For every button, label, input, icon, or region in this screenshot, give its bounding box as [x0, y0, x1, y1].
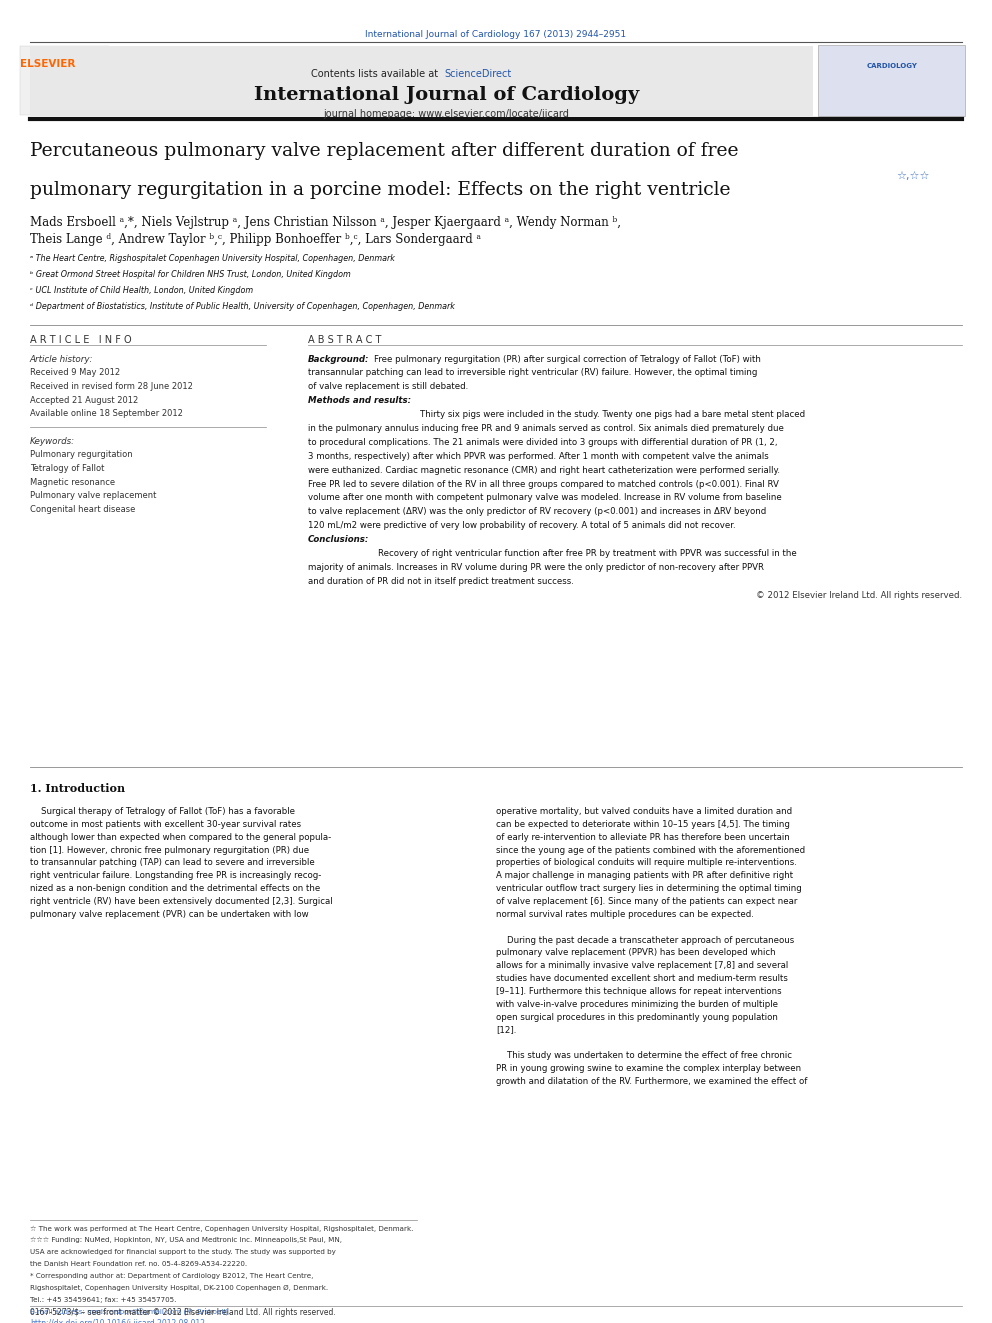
Text: transannular patching can lead to irreversible right ventricular (RV) failure. H: transannular patching can lead to irreve…: [308, 368, 757, 377]
Text: International Journal of Cardiology: International Journal of Cardiology: [254, 86, 639, 105]
Text: ☆☆☆ Funding: NuMed, Hopkinton, NY, USA and Medtronic Inc. Minneapolis,St Paul, M: ☆☆☆ Funding: NuMed, Hopkinton, NY, USA a…: [30, 1237, 342, 1244]
Text: Conclusions:: Conclusions:: [308, 534, 369, 544]
Text: E-mail address: mads.ersboell@gmail.com (M. Ersboell).: E-mail address: mads.ersboell@gmail.com …: [30, 1308, 230, 1315]
Text: * Corresponding author at: Department of Cardiology B2012, The Heart Centre,: * Corresponding author at: Department of…: [30, 1273, 313, 1279]
Text: volume after one month with competent pulmonary valve was modeled. Increase in R: volume after one month with competent pu…: [308, 493, 782, 503]
Text: to valve replacement (ΔRV) was the only predictor of RV recovery (p<0.001) and i: to valve replacement (ΔRV) was the only …: [308, 507, 766, 516]
Text: Background:: Background:: [308, 355, 369, 364]
Text: ScienceDirect: ScienceDirect: [444, 69, 512, 79]
Text: Congenital heart disease: Congenital heart disease: [30, 505, 135, 515]
Text: http://dx.doi.org/10.1016/j.ijcard.2012.08.012: http://dx.doi.org/10.1016/j.ijcard.2012.…: [30, 1319, 204, 1323]
Text: pulmonary regurgitation in a porcine model: Effects on the right ventricle: pulmonary regurgitation in a porcine mod…: [30, 181, 730, 200]
Text: and duration of PR did not in itself predict treatment success.: and duration of PR did not in itself pre…: [308, 577, 573, 586]
Text: Thirty six pigs were included in the study. Twenty one pigs had a bare metal ste: Thirty six pigs were included in the stu…: [420, 410, 805, 419]
Text: the Danish Heart Foundation ref. no. 05-4-8269-A534-22220.: the Danish Heart Foundation ref. no. 05-…: [30, 1261, 247, 1267]
Text: © 2012 Elsevier Ireland Ltd. All rights reserved.: © 2012 Elsevier Ireland Ltd. All rights …: [756, 590, 962, 599]
Text: Pulmonary valve replacement: Pulmonary valve replacement: [30, 491, 156, 500]
Text: Tel.: +45 35459641; fax: +45 35457705.: Tel.: +45 35459641; fax: +45 35457705.: [30, 1297, 177, 1303]
Text: Rigshospitalet, Copenhagen University Hospital, DK-2100 Copenhagen Ø, Denmark.: Rigshospitalet, Copenhagen University Ho…: [30, 1285, 328, 1291]
Text: Article history:: Article history:: [30, 355, 93, 364]
Text: USA are acknowledged for financial support to the study. The study was supported: USA are acknowledged for financial suppo…: [30, 1249, 335, 1256]
Text: Surgical therapy of Tetralogy of Fallot (ToF) has a favorable
outcome in most pa: Surgical therapy of Tetralogy of Fallot …: [30, 807, 332, 919]
Text: Available online 18 September 2012: Available online 18 September 2012: [30, 410, 183, 418]
Text: Received 9 May 2012: Received 9 May 2012: [30, 368, 120, 377]
Text: in the pulmonary annulus inducing free PR and 9 animals served as control. Six a: in the pulmonary annulus inducing free P…: [308, 423, 784, 433]
Text: ☆,☆☆: ☆,☆☆: [897, 171, 930, 181]
Text: International Journal of Cardiology 167 (2013) 2944–2951: International Journal of Cardiology 167 …: [365, 30, 627, 40]
Text: Percutaneous pulmonary valve replacement after different duration of free: Percutaneous pulmonary valve replacement…: [30, 142, 738, 160]
Text: Recovery of right ventricular function after free PR by treatment with PPVR was : Recovery of right ventricular function a…: [378, 549, 797, 558]
Text: 120 mL/m2 were predictive of very low probability of recovery. A total of 5 anim: 120 mL/m2 were predictive of very low pr…: [308, 521, 735, 531]
Text: CARDIOLOGY: CARDIOLOGY: [866, 64, 918, 69]
Text: Tetralogy of Fallot: Tetralogy of Fallot: [30, 463, 104, 472]
Text: majority of animals. Increases in RV volume during PR were the only predictor of: majority of animals. Increases in RV vol…: [308, 564, 764, 572]
Text: ᵃ The Heart Centre, Rigshospitalet Copenhagen University Hospital, Copenhagen, D: ᵃ The Heart Centre, Rigshospitalet Copen…: [30, 254, 395, 263]
Text: journal homepage: www.elsevier.com/locate/ijcard: journal homepage: www.elsevier.com/locat…: [323, 108, 569, 119]
Text: Received in revised form 28 June 2012: Received in revised form 28 June 2012: [30, 381, 192, 390]
Text: ᵇ Great Ormond Street Hospital for Children NHS Trust, London, United Kingdom: ᵇ Great Ormond Street Hospital for Child…: [30, 270, 350, 279]
Text: ᵈ Department of Biostatistics, Institute of Public Health, University of Copenha: ᵈ Department of Biostatistics, Institute…: [30, 302, 454, 311]
Text: were euthanized. Cardiac magnetic resonance (CMR) and right heart catheterizatio: were euthanized. Cardiac magnetic resona…: [308, 466, 780, 475]
Text: Magnetic resonance: Magnetic resonance: [30, 478, 115, 487]
FancyBboxPatch shape: [30, 46, 813, 116]
Text: operative mortality, but valved conduits have a limited duration and
can be expe: operative mortality, but valved conduits…: [496, 807, 807, 1086]
Text: ᶜ UCL Institute of Child Health, London, United Kingdom: ᶜ UCL Institute of Child Health, London,…: [30, 286, 253, 295]
Text: Keywords:: Keywords:: [30, 437, 74, 446]
Text: ☆ The work was performed at The Heart Centre, Copenhagen University Hospital, Ri: ☆ The work was performed at The Heart Ce…: [30, 1225, 413, 1232]
Text: A R T I C L E   I N F O: A R T I C L E I N F O: [30, 335, 131, 345]
Text: Free PR led to severe dilation of the RV in all three groups compared to matched: Free PR led to severe dilation of the RV…: [308, 480, 779, 488]
Text: Contents lists available at: Contents lists available at: [311, 69, 441, 79]
Text: Pulmonary regurgitation: Pulmonary regurgitation: [30, 450, 132, 459]
Text: of valve replacement is still debated.: of valve replacement is still debated.: [308, 382, 468, 392]
Text: 0167-5273/$ – see front matter © 2012 Elsevier Ireland Ltd. All rights reserved.: 0167-5273/$ – see front matter © 2012 El…: [30, 1308, 335, 1318]
Text: Accepted 21 August 2012: Accepted 21 August 2012: [30, 396, 138, 405]
Text: ELSEVIER: ELSEVIER: [20, 58, 75, 69]
Text: A B S T R A C T: A B S T R A C T: [308, 335, 381, 345]
FancyBboxPatch shape: [818, 45, 965, 116]
Text: 3 months, respectively) after which PPVR was performed. After 1 month with compe: 3 months, respectively) after which PPVR…: [308, 452, 768, 460]
Text: Mads Ersboell ᵃ,*, Niels Vejlstrup ᵃ, Jens Christian Nilsson ᵃ, Jesper Kjaergaar: Mads Ersboell ᵃ,*, Niels Vejlstrup ᵃ, Je…: [30, 216, 621, 229]
FancyBboxPatch shape: [20, 46, 109, 115]
Text: Free pulmonary regurgitation (PR) after surgical correction of Tetralogy of Fall: Free pulmonary regurgitation (PR) after …: [374, 355, 761, 364]
Text: 1. Introduction: 1. Introduction: [30, 783, 125, 794]
Text: to procedural complications. The 21 animals were divided into 3 groups with diff: to procedural complications. The 21 anim…: [308, 438, 777, 447]
Text: Theis Lange ᵈ, Andrew Taylor ᵇ,ᶜ, Philipp Bonhoeffer ᵇ,ᶜ, Lars Sondergaard ᵃ: Theis Lange ᵈ, Andrew Taylor ᵇ,ᶜ, Philip…: [30, 233, 481, 246]
Text: Methods and results:: Methods and results:: [308, 396, 411, 405]
